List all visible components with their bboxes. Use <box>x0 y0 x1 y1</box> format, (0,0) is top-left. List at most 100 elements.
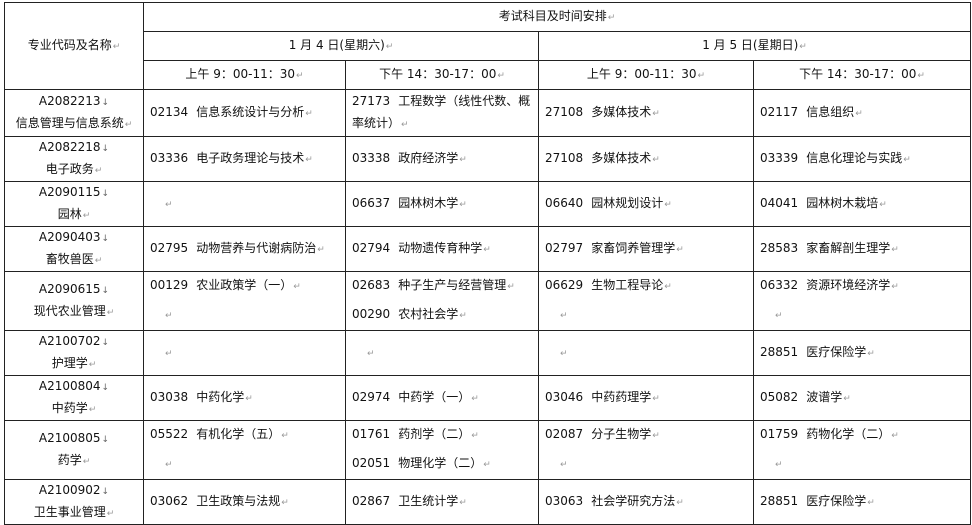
major-cell: A2100902卫生事业管理 <box>4 479 144 525</box>
course-entry: 02683 种子生产与经营管理 <box>352 273 532 302</box>
course-cell: 01761 药剂学（二） 02051 物理化学（二） <box>345 420 539 480</box>
major-code: A2082213 <box>11 91 137 113</box>
course-entry: 03046 中药药理学 <box>545 384 747 413</box>
course-cell: 02974 中药学（一） <box>345 375 539 421</box>
course-entry: 06637 园林树木学 <box>352 190 532 219</box>
course-code: 03063 <box>545 493 584 508</box>
course-cell <box>538 330 754 376</box>
table-row: A2090615现代农业管理 00129 农业政策学（一） 02683 种子生产与经营管… <box>4 271 971 331</box>
major-cell: A2082218电子政务 <box>4 136 144 182</box>
major-cell: A2100702护理学 <box>4 330 144 376</box>
course-code: 06332 <box>760 278 799 292</box>
course-cell: 02795 动物营养与代谢病防治 <box>143 226 346 272</box>
course-code: 03336 <box>150 150 189 165</box>
course-name: 卫生政策与法规 <box>196 493 281 508</box>
course-cell: 03336 电子政务理论与技术 <box>143 136 346 182</box>
day-header: 1 月 4 日(星期六) <box>143 31 539 61</box>
course-cell: 06637 园林树木学 <box>345 181 539 227</box>
course-name: 信息组织 <box>806 104 855 119</box>
course-code: 02087 <box>545 427 584 441</box>
empty-paragraph-mark <box>545 301 747 330</box>
major-name: 园林 <box>11 204 137 226</box>
course-name: 波谱学 <box>806 389 843 404</box>
course-entry: 01759 药物化学（二） <box>760 422 964 451</box>
course-cell: 02087 分子生物学 <box>538 420 754 480</box>
course-entry: 02974 中药学（一） <box>352 384 532 413</box>
course-cell: 27108 多媒体技术 <box>538 89 754 137</box>
course-entry: 02051 物理化学（二） <box>352 450 532 479</box>
course-code: 05082 <box>760 389 799 404</box>
course-code: 02117 <box>760 104 799 119</box>
major-column-header: 专业代码及名称 <box>4 2 144 90</box>
course-name: 政府经济学 <box>398 150 459 165</box>
table-row: A2082213信息管理与信息系统 02134 信息系统设计与分析 27173工程数学… <box>4 89 971 137</box>
course-cell: 02794 动物遗传育种学 <box>345 226 539 272</box>
course-code: 02051 <box>352 456 391 470</box>
course-code: 03339 <box>760 150 799 165</box>
course-entry: 28583 家畜解剖生理学 <box>760 235 964 264</box>
session-header: 上午 9：00-11：30 <box>143 60 346 90</box>
course-code: 06629 <box>545 278 584 292</box>
course-entry: 05522 有机化学（五） <box>150 422 339 451</box>
course-cell: 06332 资源环境经济学 <box>753 271 971 331</box>
table-row: A2100902卫生事业管理 03062 卫生政策与法规 02867 卫生统计学 0306… <box>4 479 971 525</box>
course-name: 园林树木学 <box>398 195 459 210</box>
course-cell: 06640 园林规划设计 <box>538 181 754 227</box>
major-name: 电子政务 <box>11 159 137 181</box>
course-cell: 27173 工程数学（线性代数、概率统计） <box>345 89 539 137</box>
course-code: 28851 <box>760 344 799 359</box>
course-entry: 06629 生物工程导论 <box>545 273 747 302</box>
course-entry: 06640 园林规划设计 <box>545 190 747 219</box>
table-row: A2082218电子政务 03336 电子政务理论与技术 03338 政府经济学 2710… <box>4 136 971 182</box>
table-row: A2090115园林 06637 园林树木学 06640 园林规划设计 04041 园林树木… <box>4 181 971 227</box>
course-cell: 28583 家畜解剖生理学 <box>753 226 971 272</box>
course-cell: 00129 农业政策学（一） <box>143 271 346 331</box>
course-name: 卫生统计学 <box>398 493 459 508</box>
course-code: 01759 <box>760 427 799 441</box>
course-name: 分子生物学 <box>591 427 652 441</box>
course-code: 02795 <box>150 240 189 255</box>
course-name: 医疗保险学 <box>806 344 867 359</box>
empty-paragraph-mark <box>150 190 339 219</box>
course-entry: 02797 家畜饲养管理学 <box>545 235 747 264</box>
course-name: 多媒体技术 <box>591 150 652 165</box>
major-cell: A2090115园林 <box>4 181 144 227</box>
course-name: 种子生产与经营管理 <box>398 278 507 292</box>
course-code: 02974 <box>352 389 391 404</box>
exam-schedule-table: 专业代码及名称 考试科目及时间安排 1 月 4 日(星期六) 1 月 5 日(星… <box>4 2 971 525</box>
course-cell: 04041 园林树木栽培 <box>753 181 971 227</box>
schedule-title: 考试科目及时间安排 <box>143 2 971 32</box>
course-name: 社会学研究方法 <box>591 493 676 508</box>
course-code: 02134 <box>150 104 189 119</box>
course-cell: 28851 医疗保险学 <box>753 330 971 376</box>
course-cell: 03338 政府经济学 <box>345 136 539 182</box>
course-entry: 01761 药剂学（二） <box>352 422 532 451</box>
course-name: 园林规划设计 <box>591 195 664 210</box>
course-name: 农村社会学 <box>398 307 459 321</box>
course-name: 农业政策学（一） <box>196 278 293 292</box>
course-cell: 03063 社会学研究方法 <box>538 479 754 525</box>
session-header: 上午 9：00-11：30 <box>538 60 754 90</box>
course-entry: 05082 波谱学 <box>760 384 964 413</box>
major-cell: A2090403畜牧兽医 <box>4 226 144 272</box>
course-name: 生物工程导论 <box>591 278 664 292</box>
course-entry: 03038 中药化学 <box>150 384 339 413</box>
course-name: 医疗保险学 <box>806 493 867 508</box>
course-entry: 02795 动物营养与代谢病防治 <box>150 235 339 264</box>
course-cell: 02683 种子生产与经营管理 00290 农村社会学 <box>345 271 539 331</box>
course-name: 信息化理论与实践 <box>806 150 903 165</box>
course-entry: 28851 医疗保险学 <box>760 339 964 368</box>
major-cell: A2090615现代农业管理 <box>4 271 144 331</box>
course-name: 药剂学（二） <box>398 427 471 441</box>
table-row: A2100805药学 05522 有机化学（五） 01761 药剂学（二） 02051 物理… <box>4 420 971 480</box>
major-code: A2100702 <box>11 332 137 354</box>
major-code: A2090403 <box>11 228 137 250</box>
course-entry: 00129 农业政策学（一） <box>150 273 339 302</box>
course-code: 27108 <box>545 150 584 165</box>
empty-paragraph-mark <box>150 339 339 368</box>
course-cell: 03046 中药药理学 <box>538 375 754 421</box>
course-cell: 03038 中药化学 <box>143 375 346 421</box>
table-row: A2090403畜牧兽医02795动物营养与代谢病防治02794动物遗传育种学0… <box>4 226 971 272</box>
course-code: 03038 <box>150 389 189 404</box>
course-entry: 03339 信息化理论与实践 <box>760 145 964 174</box>
